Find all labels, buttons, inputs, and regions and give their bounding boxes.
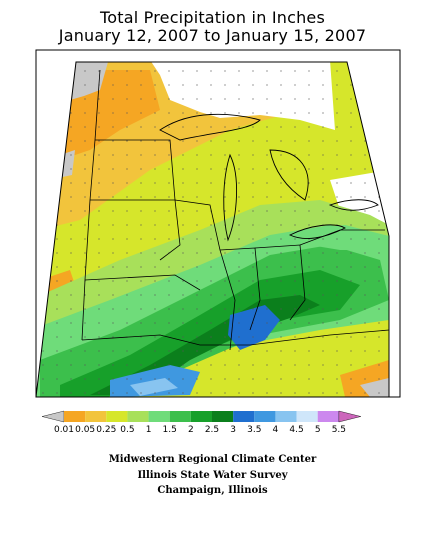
legend-tick-label: 2.5 — [205, 425, 219, 435]
boundary-ks-mo — [84, 274, 201, 291]
credit-location: Champaign, Illinois — [157, 485, 268, 496]
legend-swatch — [127, 411, 149, 422]
legend-swatch — [148, 411, 170, 422]
legend-swatch — [106, 411, 128, 422]
map-outline — [35, 61, 390, 398]
legend-swatch — [296, 411, 318, 422]
legend-swatch — [233, 411, 255, 422]
legend-swatch — [85, 411, 107, 422]
lake-ontario — [328, 199, 379, 211]
legend-tick-label: 1 — [146, 425, 152, 435]
legend-tick-label: 0.05 — [75, 425, 95, 435]
legend-swatch — [190, 411, 212, 422]
legend-tick-label: 1.5 — [163, 425, 177, 435]
boundary-oh — [254, 244, 306, 321]
legend-tick-label: 4 — [273, 425, 279, 435]
legend-tick-label: 5 — [315, 425, 321, 435]
legend-swatch — [64, 411, 86, 422]
state-boundaries — [81, 69, 389, 351]
map-date-range: January 12, 2007 to January 15, 2007 — [58, 26, 367, 45]
legend-swatch — [254, 411, 276, 422]
legend-tick-label: 4.5 — [289, 425, 303, 435]
credit-agency: Illinois State Water Survey — [137, 470, 288, 481]
legend-tick-label: 0.01 — [54, 425, 74, 435]
precipitation-field — [36, 62, 389, 397]
great-lakes — [159, 113, 379, 242]
graticule — [36, 62, 389, 397]
lake-erie — [288, 224, 346, 239]
lake-huron — [269, 149, 309, 201]
boundary-mn-ia — [95, 139, 176, 201]
boundary-ia-mo — [90, 199, 181, 261]
credit-organization: Midwestern Regional Climate Center — [108, 454, 317, 465]
legend-swatch — [317, 411, 339, 422]
legend-swatch — [169, 411, 191, 422]
legend-arrow-low — [41, 410, 65, 423]
boundary-va-nc — [329, 329, 389, 336]
legend-tick-label: 0.5 — [120, 425, 134, 435]
legend: 0.01 0.05 0.25 0.5 1 1.5 2 2.5 3 3.5 4 4.5 5 5.5 — [41, 410, 361, 435]
legend-tick-label: 3 — [230, 425, 236, 435]
legend-tick-label: 2 — [188, 425, 194, 435]
legend-tick-label: 5.5 — [332, 425, 346, 435]
lake-superior — [159, 113, 261, 141]
lake-michigan — [223, 153, 237, 242]
boundary-south — [81, 334, 331, 346]
legend-tick-label: 0.25 — [96, 425, 116, 435]
legend-tick-label: 3.5 — [247, 425, 261, 435]
map-title: Total Precipitation in Inches — [100, 8, 325, 27]
boundary-in — [219, 247, 261, 331]
legend-arrow-high — [338, 410, 361, 423]
legend-swatch — [212, 411, 234, 422]
legend-swatch — [275, 411, 297, 422]
